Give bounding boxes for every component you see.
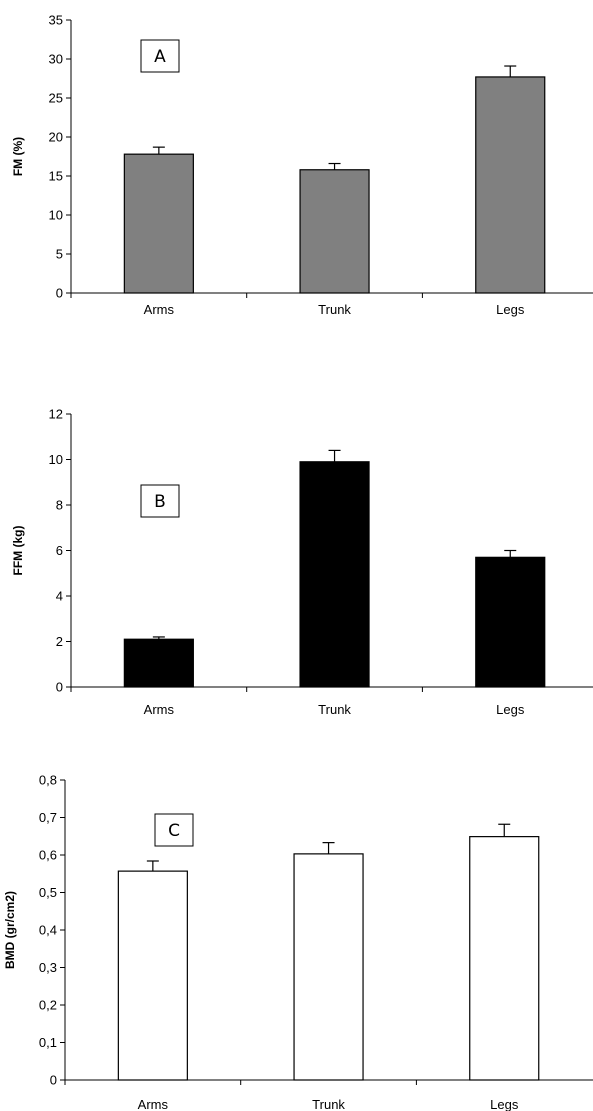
y-axis-title: FFM (kg) [11,526,25,576]
y-tick-label: 4 [56,589,63,604]
y-tick-label: 6 [56,543,63,558]
bar-arms [117,870,188,1081]
bar-arms [123,153,194,294]
y-tick-label: 0,7 [39,810,57,825]
y-tick-label: 0,1 [39,1035,57,1050]
bar-trunk [299,461,370,688]
category-label: Arms [144,702,175,717]
y-tick-label: 2 [56,634,63,649]
category-label: Arms [138,1097,169,1111]
bar-trunk [299,169,370,294]
y-tick-label: 15 [49,169,63,184]
y-tick-label: 0,8 [39,773,57,788]
bar-legs [475,556,546,688]
y-tick-label: 8 [56,498,63,513]
y-tick-label: 0,3 [39,960,57,975]
panel-c: 0 0,1 0,2 0,3 0,4 0,5 0,6 0,7 0,8 Arms Trunk Legs BM… [3,773,593,1111]
category-label: Legs [496,302,525,317]
panel-label: A [154,47,166,67]
y-tick-label: 12 [49,407,63,422]
bar-arms [123,638,194,688]
y-tick-label: 0,2 [39,998,57,1013]
panel-label: B [154,492,166,512]
panel-label: C [168,821,180,841]
panel-label-box [140,484,180,518]
y-tick-label: 0,4 [39,923,57,938]
y-tick-label: 10 [49,208,63,223]
y-tick-label: 0 [56,286,63,301]
category-label: Trunk [312,1097,345,1111]
category-label: Legs [496,702,525,717]
panel-label-box [154,813,194,847]
y-tick-label: 5 [56,247,63,262]
y-tick-label: 25 [49,91,63,106]
y-axis-title: FM (%) [11,137,25,176]
bar-legs [475,76,546,294]
panel-b: 0 2 4 6 8 10 12 Arms Trunk Legs FFM (kg) B [11,407,593,717]
panel-label-box [140,39,180,73]
y-tick-label: 10 [49,452,63,467]
y-tick-label: 35 [49,13,63,28]
category-label: Legs [490,1097,519,1111]
y-tick-label: 30 [49,52,63,67]
panel-a: 0 5 10 15 20 25 30 35 Arms Trunk Legs FM (%) A [11,13,593,317]
y-axis-title: BMD (gr/cm2) [3,891,17,969]
category-label: Trunk [318,302,351,317]
y-tick-label: 20 [49,130,63,145]
y-tick-label: 0,5 [39,885,57,900]
y-tick-label: 0 [50,1073,57,1088]
category-label: Trunk [318,702,351,717]
y-tick-label: 0 [56,680,63,695]
bar-legs [469,836,540,1081]
y-tick-label: 0,6 [39,848,57,863]
category-label: Arms [144,302,175,317]
bar-trunk [293,853,364,1081]
